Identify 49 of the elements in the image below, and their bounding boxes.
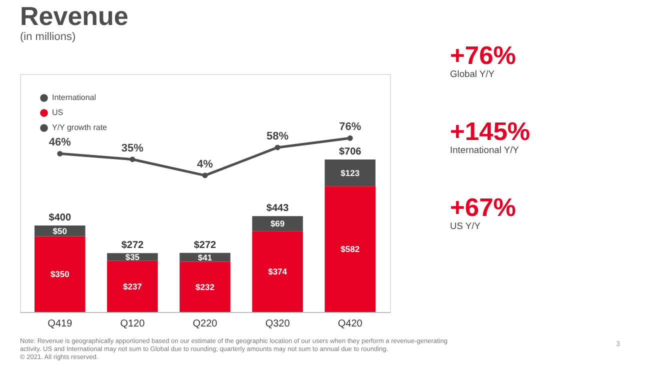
data-label: $35 — [125, 252, 140, 262]
data-label: $237 — [122, 281, 142, 292]
total-label: $706 — [338, 146, 362, 158]
data-label: $374 — [268, 266, 288, 277]
data-label: $232 — [196, 282, 215, 292]
text: Global Y/Y — [450, 69, 496, 79]
bar — [252, 216, 303, 232]
bar — [34, 225, 86, 236]
data-label: $350 — [50, 269, 70, 280]
x-tick-label: Q120 — [120, 318, 146, 330]
data-label: $41 — [198, 252, 212, 262]
data-label: $50 — [52, 226, 68, 236]
x-tick-label: Q320 — [265, 318, 290, 330]
text: +145% — [450, 118, 530, 146]
total-label: $443 — [266, 203, 290, 214]
total-label: $272 — [194, 240, 217, 251]
bar — [107, 260, 158, 312]
bar — [34, 236, 86, 312]
point — [202, 172, 208, 178]
chart-title: Revenue — [20, 1, 128, 31]
x-tick-label: Q419 — [48, 318, 73, 330]
data-label: $69 — [270, 218, 285, 229]
bar — [324, 159, 376, 186]
point — [57, 150, 63, 156]
point — [347, 135, 353, 141]
data-label: 58% — [266, 130, 289, 142]
text: International Y/Y — [450, 145, 520, 155]
data-label: $123 — [340, 168, 360, 178]
data-label: 4% — [197, 158, 214, 170]
point — [274, 144, 280, 150]
legend-label: Y/Y growth rate — [52, 123, 108, 132]
x-tick-label: Q220 — [192, 318, 218, 330]
data-label: 35% — [121, 142, 144, 154]
total-label: $400 — [48, 212, 72, 224]
data-label: $582 — [340, 244, 360, 254]
text: +67% — [450, 194, 516, 222]
bar — [324, 186, 376, 312]
legend-label: International — [52, 93, 96, 102]
point — [130, 156, 136, 162]
text: +76% — [450, 42, 516, 70]
total-label: $272 — [121, 240, 144, 252]
text: US Y/Y — [450, 221, 482, 231]
data-label: 46% — [48, 136, 72, 149]
bar — [252, 231, 303, 312]
legend-label: US — [52, 108, 64, 117]
data-label: 76% — [339, 121, 362, 134]
chart-subtitle: (in millions) — [20, 31, 76, 43]
bar — [180, 262, 230, 312]
x-tick-label: Q420 — [338, 318, 363, 330]
